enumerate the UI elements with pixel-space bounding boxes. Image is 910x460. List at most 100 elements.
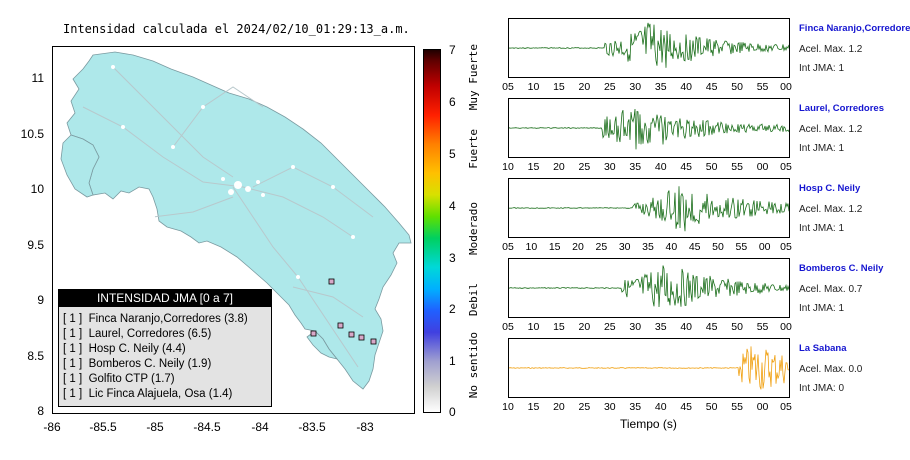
cb-category: No sentido bbox=[467, 332, 480, 399]
cb-category: Moderado bbox=[467, 202, 480, 255]
cb-category: Debil bbox=[467, 283, 480, 317]
y-tick: 10 bbox=[30, 182, 44, 196]
time-tick: 55 bbox=[731, 161, 743, 173]
time-tick: 15 bbox=[553, 81, 565, 93]
time-tick: 10 bbox=[525, 241, 538, 253]
time-tick: 45 bbox=[680, 401, 693, 413]
legend-item: [ 1 ] Hosp C. Neily (4.4) bbox=[63, 343, 186, 355]
time-tick: 50 bbox=[731, 81, 743, 93]
time-axis-label: Tiempo (s) bbox=[620, 417, 677, 431]
station-acceleration: Acel. Max. 1.2 bbox=[799, 124, 863, 135]
x-tick: -84 bbox=[251, 420, 269, 434]
time-tick: 45 bbox=[705, 81, 718, 93]
legend-item: [ 1 ] Laurel, Corredores (6.5) bbox=[63, 328, 212, 340]
time-tick: 00 bbox=[780, 81, 792, 93]
time-tick: 55 bbox=[731, 401, 743, 413]
station-intensity: Int JMA: 0 bbox=[799, 383, 845, 394]
time-tick: 20 bbox=[572, 241, 584, 253]
time-tick: 25 bbox=[578, 401, 591, 413]
station-acceleration: Acel. Max. 0.0 bbox=[799, 364, 863, 375]
time-tick: 45 bbox=[680, 161, 693, 173]
time-tick: 40 bbox=[680, 321, 693, 333]
time-tick: 10 bbox=[527, 321, 540, 333]
waveform bbox=[508, 186, 790, 232]
time-tick: 10 bbox=[527, 81, 540, 93]
x-tick: -85.5 bbox=[89, 420, 117, 434]
time-tick: 30 bbox=[603, 401, 616, 413]
time-tick: 05 bbox=[780, 241, 792, 253]
time-tick: 15 bbox=[553, 321, 565, 333]
cb-tick: 2 bbox=[449, 302, 456, 316]
time-tick: 25 bbox=[595, 241, 608, 253]
time-tick: 00 bbox=[756, 401, 769, 413]
legend-item: [ 1 ] Lic Finca Alajuela, Osa (1.4) bbox=[63, 388, 233, 400]
time-ticks: 10 15 20 25 30 35 40 45 50 55 00 05 bbox=[502, 401, 792, 413]
station-intensity: Int JMA: 1 bbox=[799, 63, 845, 74]
legend-item: [ 1 ] Golfito CTP (1.7) bbox=[63, 373, 175, 385]
station-acceleration: Acel. Max. 1.2 bbox=[799, 44, 863, 55]
station-markers bbox=[310, 278, 377, 345]
time-tick: 25 bbox=[603, 321, 616, 333]
time-tick: 20 bbox=[578, 81, 591, 93]
cb-tick: 7 bbox=[449, 43, 456, 57]
time-tick: 40 bbox=[654, 401, 667, 413]
legend-item: [ 1 ] Bomberos C. Neily (1.9) bbox=[63, 358, 212, 370]
station-name: Bomberos C. Neily bbox=[799, 263, 884, 274]
time-tick: 45 bbox=[688, 241, 701, 253]
seismogram-panel[interactable] bbox=[508, 338, 790, 398]
time-tick: 35 bbox=[642, 241, 654, 253]
time-tick: 00 bbox=[758, 241, 771, 253]
cb-tick: 5 bbox=[449, 147, 456, 161]
nicoya-peninsula bbox=[60, 134, 100, 198]
time-tick: 35 bbox=[629, 401, 642, 413]
seismogram-panel[interactable] bbox=[508, 258, 790, 318]
seismogram-panel[interactable] bbox=[508, 18, 790, 78]
x-tick: -86 bbox=[43, 420, 61, 434]
seismogram-panel[interactable] bbox=[508, 98, 790, 158]
time-tick: 10 bbox=[502, 161, 514, 173]
y-tick: 9 bbox=[37, 293, 44, 307]
time-tick: 35 bbox=[629, 161, 642, 173]
time-tick: 55 bbox=[735, 241, 748, 253]
time-tick: 45 bbox=[705, 321, 718, 333]
time-tick: 30 bbox=[618, 241, 631, 253]
seismogram-panel[interactable] bbox=[508, 178, 790, 238]
x-tick: -83.5 bbox=[298, 420, 326, 434]
time-tick: 15 bbox=[527, 161, 540, 173]
map-title: Intensidad calculada el 2024/02/10_01:29… bbox=[63, 22, 410, 36]
time-tick: 05 bbox=[780, 401, 792, 413]
time-tick: 00 bbox=[780, 321, 792, 333]
time-tick: 30 bbox=[629, 81, 642, 93]
x-tick: -85 bbox=[146, 420, 164, 434]
legend-item: [ 1 ] Finca Naranjo,Corredores (3.8) bbox=[63, 313, 248, 325]
time-tick: 05 bbox=[780, 161, 792, 173]
time-tick: 40 bbox=[665, 241, 678, 253]
station-intensity: Int JMA: 1 bbox=[799, 223, 845, 234]
station-name: Hosp C. Neily bbox=[799, 183, 861, 194]
station-acceleration: Acel. Max. 0.7 bbox=[799, 284, 863, 295]
costa-rica-map bbox=[60, 51, 412, 399]
station-name: La Sabana bbox=[799, 343, 847, 354]
y-tick: 10.5 bbox=[20, 127, 44, 141]
station-acceleration: Acel. Max. 1.2 bbox=[799, 204, 863, 215]
time-tick: 20 bbox=[553, 401, 565, 413]
time-tick: 50 bbox=[731, 321, 743, 333]
waveform bbox=[508, 22, 790, 68]
time-tick: 40 bbox=[680, 81, 693, 93]
x-tick: -83 bbox=[356, 420, 374, 434]
time-tick: 25 bbox=[603, 81, 616, 93]
time-ticks: 05 10 15 20 25 30 35 40 45 50 55 00 bbox=[502, 321, 792, 333]
cb-tick: 0 bbox=[449, 405, 456, 419]
time-tick: 50 bbox=[705, 401, 718, 413]
station-intensity: Int JMA: 1 bbox=[799, 303, 845, 314]
y-tick: 8 bbox=[37, 404, 44, 418]
osa-peninsula bbox=[306, 330, 339, 360]
city-points bbox=[111, 65, 375, 399]
station-intensity: Int JMA: 1 bbox=[799, 143, 845, 154]
time-tick: 40 bbox=[654, 161, 667, 173]
time-tick: 05 bbox=[502, 241, 514, 253]
time-tick: 35 bbox=[654, 81, 667, 93]
intensity-legend: INTENSIDAD JMA [0 a 7] [ 1 ] Finca Naran… bbox=[58, 289, 272, 407]
time-tick: 20 bbox=[578, 321, 591, 333]
station-name: Laurel, Corredores bbox=[799, 103, 884, 114]
